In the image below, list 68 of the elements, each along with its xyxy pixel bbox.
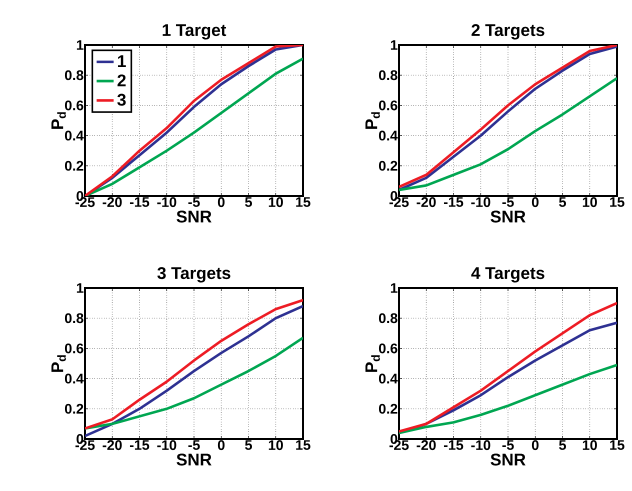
y-tick-label: 0.2 bbox=[64, 404, 84, 414]
chart-title: 1 Target bbox=[162, 24, 226, 40]
y-tick-label: 0.8 bbox=[378, 70, 398, 80]
x-axis-title: SNR bbox=[176, 210, 212, 223]
y-tick-label: 0.4 bbox=[378, 374, 398, 384]
y-tick-label: 0.8 bbox=[378, 313, 398, 324]
x-tick-label: 10 bbox=[268, 440, 283, 450]
x-tick-label: 15 bbox=[610, 440, 624, 450]
y-tick-label: 0.4 bbox=[64, 374, 84, 384]
x-tick-label: 10 bbox=[268, 197, 283, 208]
y-tick-label: 0.2 bbox=[64, 160, 84, 171]
x-tick-label: 5 bbox=[559, 440, 566, 450]
x-tick-label: 5 bbox=[245, 440, 252, 450]
y-axis-title: P$_{d}$ bbox=[51, 355, 66, 372]
x-tick-label: -5 bbox=[188, 197, 200, 207]
x-tick-label: -5 bbox=[502, 440, 514, 450]
x-tick-label: 5 bbox=[559, 197, 566, 207]
chart-title: 3 Targets bbox=[157, 267, 230, 283]
y-tick-label: 1 bbox=[390, 283, 398, 293]
chart-title: 4 Targets bbox=[471, 267, 544, 283]
y-tick-label: 0.8 bbox=[64, 313, 84, 324]
x-tick-label: -20 bbox=[416, 197, 436, 208]
y-tick-label: 0.4 bbox=[378, 130, 398, 141]
x-tick-label: 15 bbox=[296, 197, 310, 207]
x-tick-label: -20 bbox=[416, 440, 436, 450]
legend-label: 3 bbox=[117, 94, 126, 106]
y-axis-title: P$_{d}$ bbox=[365, 112, 380, 129]
x-tick-label: -20 bbox=[102, 440, 122, 450]
x-tick-label: -15 bbox=[444, 197, 464, 207]
y-axis-title: P$_{d}$ bbox=[51, 112, 66, 129]
x-tick-label: 15 bbox=[610, 197, 624, 207]
x-tick-label: 0 bbox=[218, 440, 225, 450]
legend-label: 1 bbox=[118, 55, 126, 67]
y-tick-label: 1 bbox=[76, 40, 84, 50]
x-tick-label: -15 bbox=[130, 440, 150, 450]
x-tick-label: 0 bbox=[218, 197, 225, 208]
x-tick-label: -15 bbox=[130, 197, 150, 207]
x-tick-label: 0 bbox=[532, 440, 539, 450]
y-tick-label: 0.2 bbox=[378, 404, 398, 414]
y-axis-title: P$_{d}$ bbox=[365, 355, 380, 372]
x-tick-label: -15 bbox=[444, 440, 464, 450]
x-tick-label: 10 bbox=[582, 197, 597, 208]
chart-title: 2 Targets bbox=[472, 24, 544, 40]
x-tick-label: -10 bbox=[157, 440, 176, 450]
y-tick-label: 1 bbox=[76, 283, 84, 293]
x-tick-label: 10 bbox=[582, 440, 597, 450]
x-tick-label: -10 bbox=[471, 440, 490, 450]
y-tick-label: 0.6 bbox=[64, 100, 84, 110]
x-tick-label: 15 bbox=[296, 440, 310, 450]
x-tick-label: -20 bbox=[102, 197, 122, 208]
y-tick-label: 0.4 bbox=[64, 130, 84, 141]
y-tick-label: 1 bbox=[390, 40, 398, 50]
x-axis-title: SNR bbox=[490, 454, 526, 466]
x-axis-title: SNR bbox=[490, 210, 526, 223]
x-tick-label: -10 bbox=[471, 197, 490, 208]
y-tick-label: 0.6 bbox=[378, 100, 398, 110]
y-tick-label: 0.6 bbox=[378, 343, 398, 354]
x-tick-label: -10 bbox=[157, 197, 176, 208]
legend-label: 2 bbox=[118, 74, 126, 86]
y-tick-label: 0.2 bbox=[378, 160, 398, 171]
x-axis-title: SNR bbox=[176, 454, 212, 466]
y-tick-label: 0.8 bbox=[64, 70, 84, 80]
y-tick-label: 0.6 bbox=[64, 343, 84, 354]
x-tick-label: -5 bbox=[502, 197, 514, 207]
line-series bbox=[399, 302, 618, 433]
x-tick-label: -5 bbox=[188, 440, 200, 450]
x-tick-label: 5 bbox=[245, 197, 252, 207]
x-tick-label: 0 bbox=[532, 197, 539, 208]
